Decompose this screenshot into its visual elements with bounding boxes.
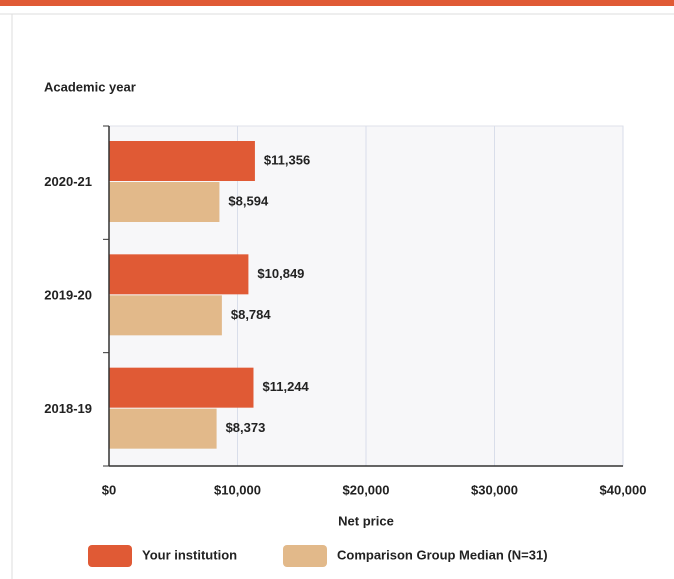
bar [109, 295, 222, 336]
y-tick-label: 2019-20 [44, 287, 92, 302]
bar [109, 182, 220, 222]
legend-label: Your institution [142, 547, 237, 562]
x-tick-label: $40,000 [600, 482, 647, 497]
x-tick-label: $20,000 [343, 482, 390, 497]
legend-swatch [283, 545, 327, 567]
x-axis-title: Net price [338, 513, 394, 528]
data-label: $8,373 [226, 420, 266, 435]
bar [109, 408, 217, 449]
y-tick-label: 2018-19 [44, 401, 92, 416]
legend-swatch [88, 545, 132, 567]
bar [109, 141, 255, 181]
data-label: $10,849 [257, 266, 304, 281]
data-label: $11,356 [264, 152, 310, 167]
data-label: $8,594 [228, 193, 269, 208]
data-label: $8,784 [231, 307, 272, 322]
bar [109, 254, 249, 295]
data-label: $11,244 [262, 379, 309, 394]
legend-label: Comparison Group Median (N=31) [337, 547, 548, 562]
x-tick-label: $10,000 [214, 482, 261, 497]
y-tick-label: 2020-21 [44, 174, 92, 189]
bar [109, 367, 254, 408]
top-accent [0, 0, 674, 6]
x-tick-label: $0 [102, 482, 116, 497]
y-axis-title: Academic year [44, 79, 136, 94]
x-tick-label: $30,000 [471, 482, 518, 497]
